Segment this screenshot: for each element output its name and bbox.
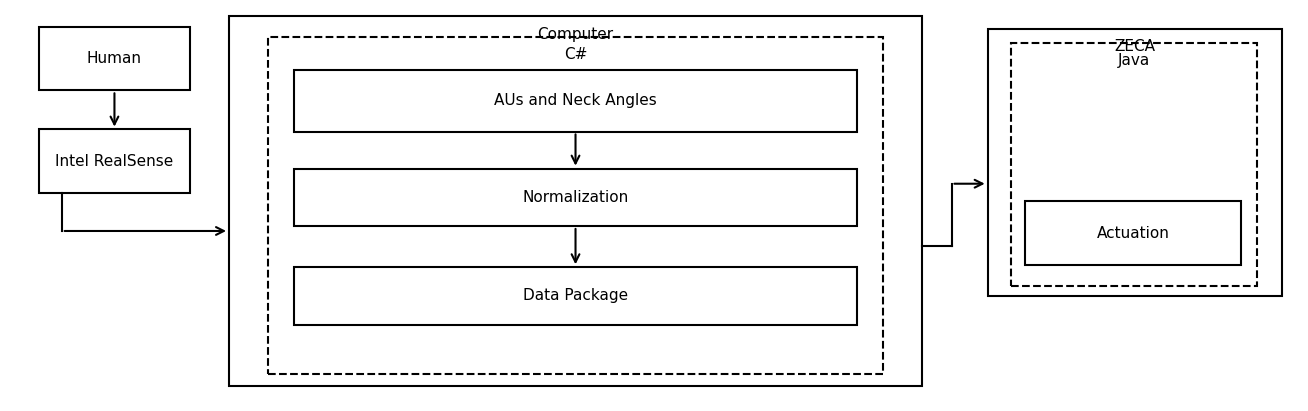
- Text: Actuation: Actuation: [1097, 226, 1169, 241]
- Text: Java: Java: [1118, 53, 1150, 68]
- Bar: [294, 267, 857, 325]
- Text: Normalization: Normalization: [522, 190, 629, 205]
- Bar: [988, 29, 1282, 296]
- Bar: [294, 169, 857, 226]
- Bar: [1025, 201, 1241, 265]
- Bar: [39, 129, 190, 193]
- Text: ZECA: ZECA: [1114, 39, 1155, 54]
- Bar: [229, 16, 922, 386]
- Bar: [268, 37, 883, 374]
- Text: AUs and Neck Angles: AUs and Neck Angles: [494, 93, 657, 108]
- Bar: [1011, 43, 1257, 286]
- Text: Computer: Computer: [538, 27, 613, 42]
- Text: Data Package: Data Package: [523, 289, 628, 303]
- Text: C#: C#: [564, 47, 587, 62]
- Bar: [39, 27, 190, 90]
- Bar: [294, 70, 857, 132]
- Text: Intel RealSense: Intel RealSense: [55, 154, 174, 169]
- Text: Human: Human: [86, 51, 143, 66]
